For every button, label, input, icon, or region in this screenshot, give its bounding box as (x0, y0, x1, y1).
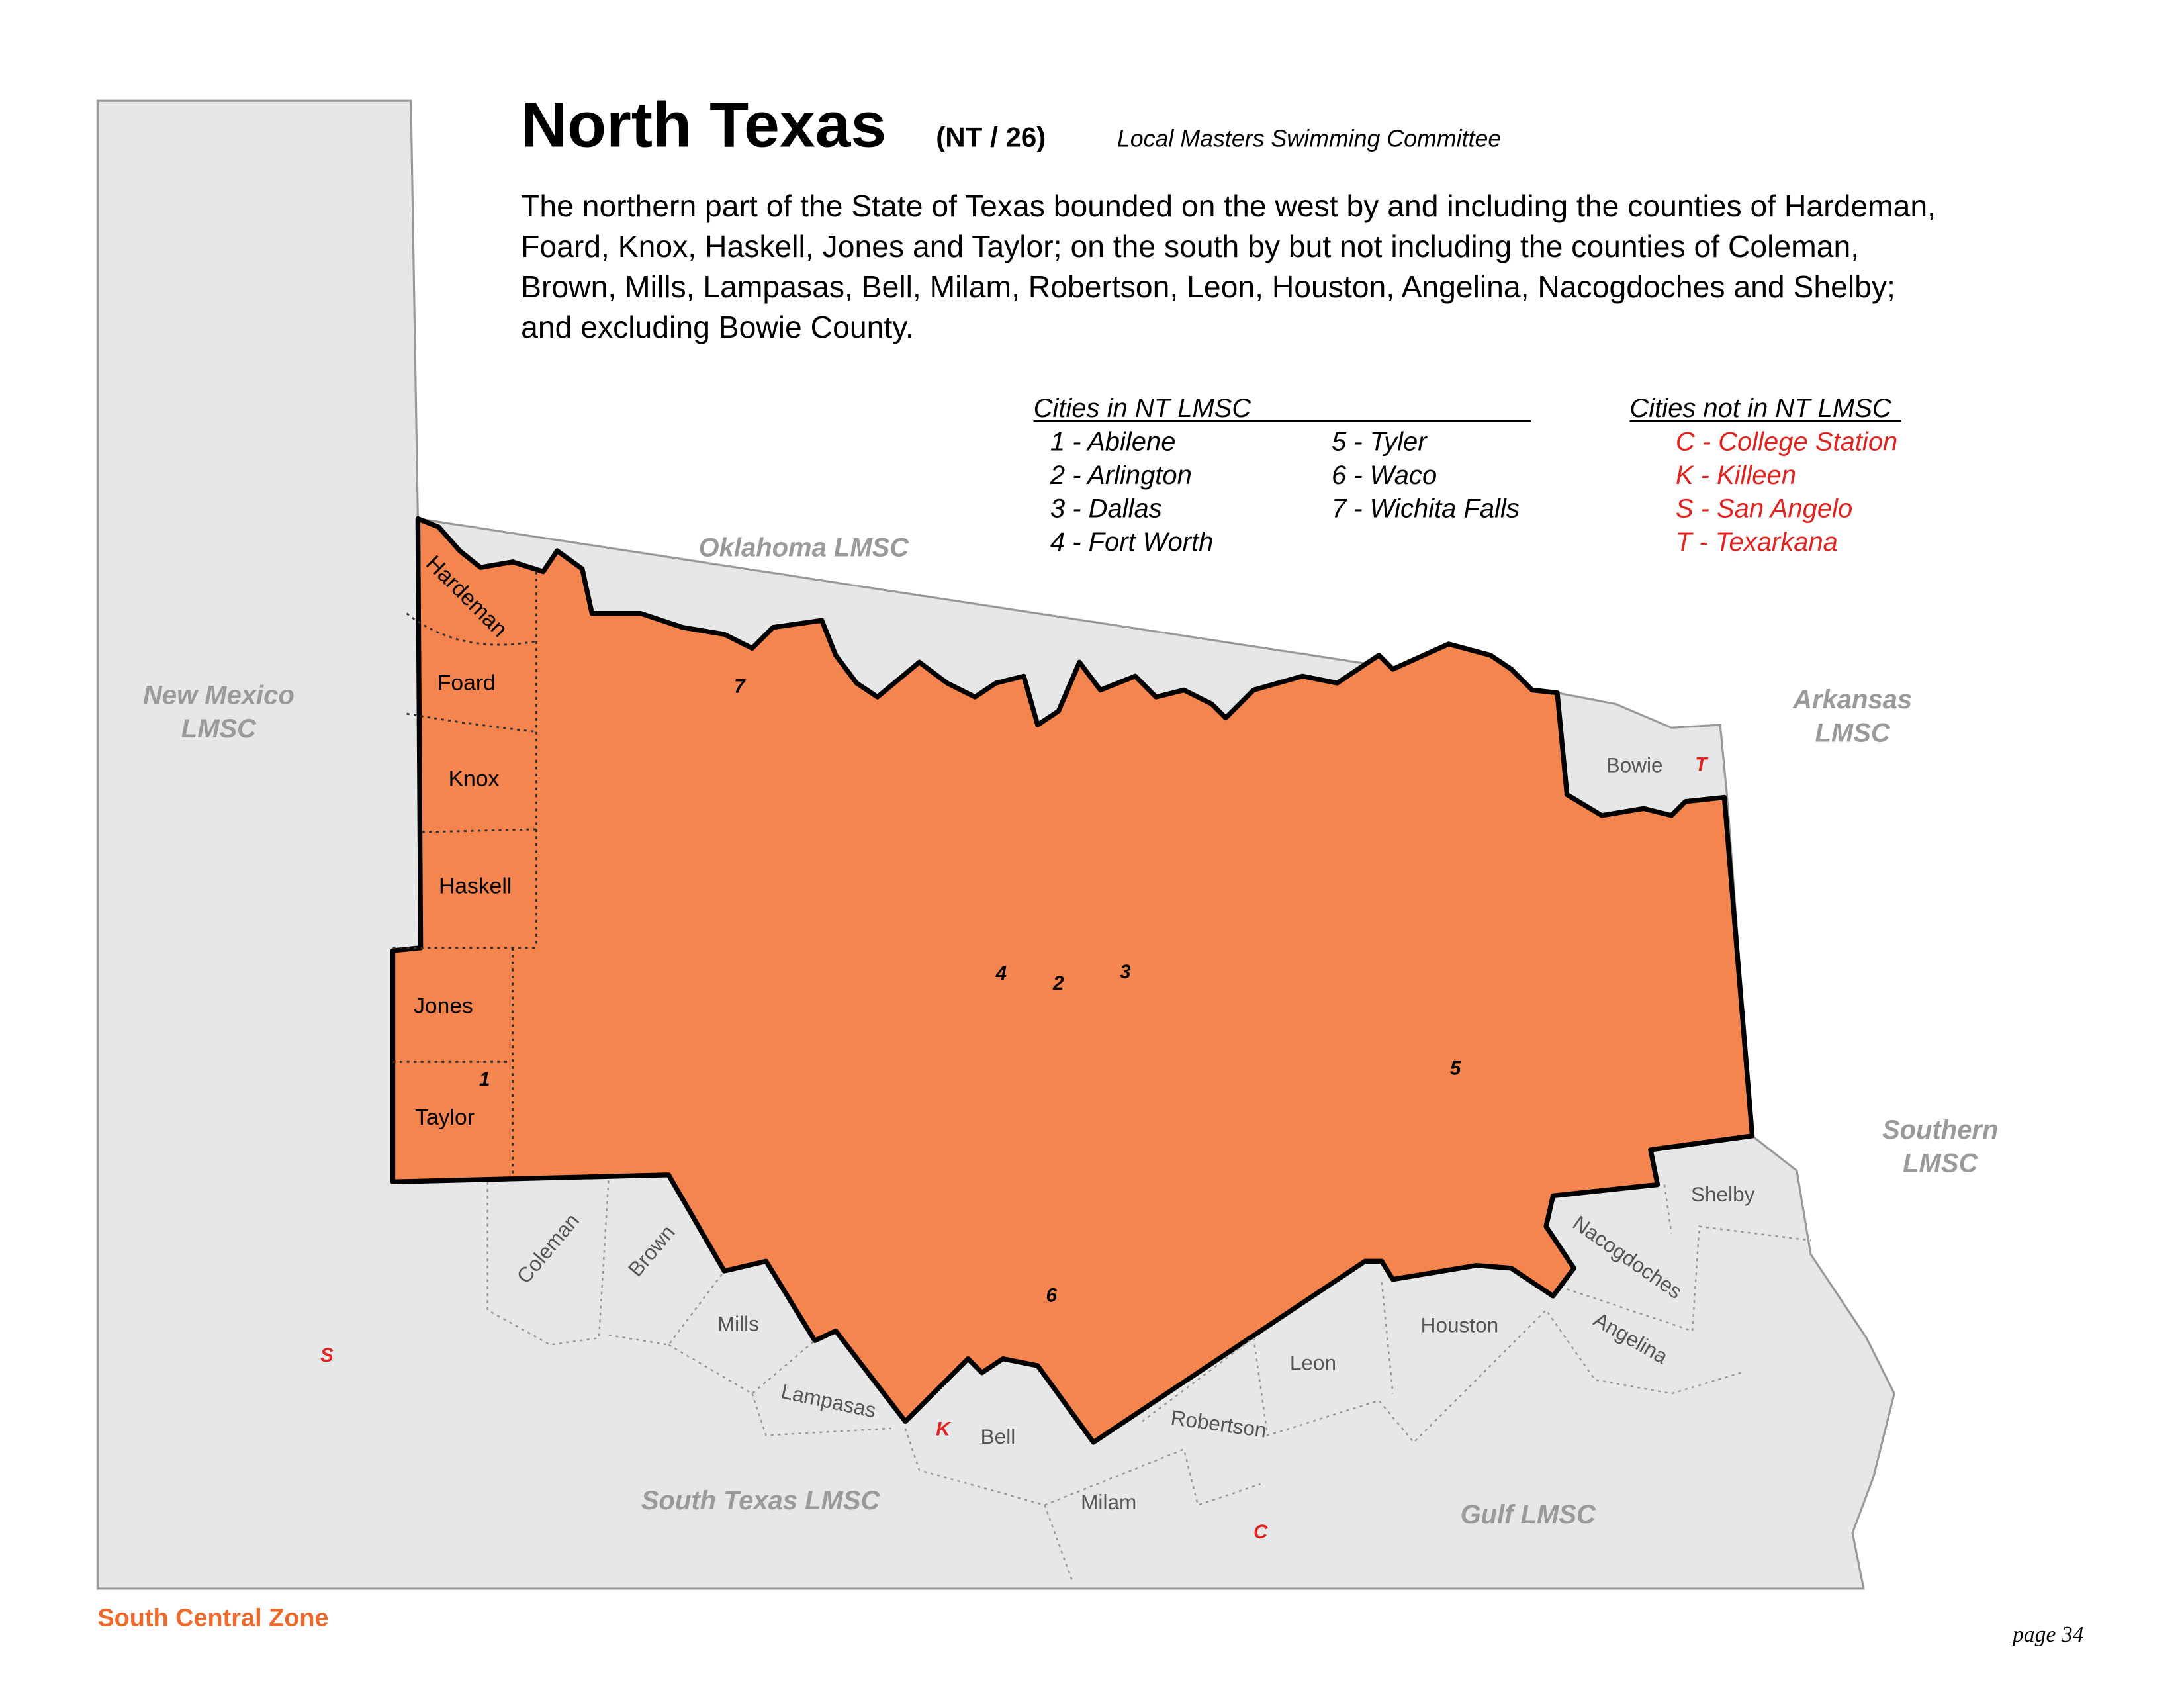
legend-city: 3 - Dallas (1050, 494, 1162, 523)
city-marker: 2 (1052, 972, 1064, 994)
legend-city: 5 - Tyler (1332, 427, 1428, 456)
county-label: Milam (1081, 1490, 1136, 1514)
page-number: page 34 (2011, 1622, 2084, 1647)
region-label: LMSC (1903, 1149, 1978, 1178)
region-label: Arkansas (1792, 685, 1912, 714)
county-label: Shelby (1691, 1182, 1755, 1206)
city-marker: K (936, 1418, 952, 1440)
description-line: Foard, Knox, Haskell, Jones and Taylor; … (521, 229, 1859, 263)
county-label: Foard (437, 671, 496, 695)
city-marker: 3 (1120, 961, 1131, 983)
region-label: Gulf LMSC (1461, 1500, 1596, 1529)
description-line: The northern part of the State of Texas … (521, 189, 1936, 223)
city-marker: 6 (1046, 1284, 1058, 1306)
region-label: Southern (1882, 1115, 1998, 1145)
zone-label: South Central Zone (97, 1605, 328, 1632)
legend-title: Cities in NT LMSC (1034, 394, 1252, 423)
legend-city: 4 - Fort Worth (1050, 528, 1214, 557)
title: North Texas (521, 89, 886, 161)
legend-city: 6 - Waco (1332, 461, 1437, 490)
legend-city: 1 - Abilene (1050, 427, 1176, 456)
county-label: Jones (414, 994, 473, 1019)
legend-city: C - College Station (1676, 427, 1897, 456)
region-label: Oklahoma LMSC (699, 533, 910, 562)
legend-city: T - Texarkana (1676, 528, 1838, 557)
county-label: Taylor (415, 1105, 475, 1130)
city-marker: 5 (1450, 1057, 1461, 1079)
legend-title: Cities not in NT LMSC (1629, 394, 1891, 423)
city-marker: C (1253, 1521, 1268, 1543)
committee: Local Masters Swimming Committee (1117, 126, 1501, 152)
code: (NT / 26) (936, 122, 1046, 153)
description-line: and excluding Bowie County. (521, 310, 914, 344)
city-marker: 7 (734, 676, 746, 698)
city-marker: T (1695, 754, 1709, 776)
city-marker: S (320, 1344, 334, 1366)
county-label: Knox (449, 767, 500, 792)
north-texas-region (390, 516, 1755, 1445)
description-line: Brown, Mills, Lampasas, Bell, Milam, Rob… (521, 269, 1895, 304)
region-label: LMSC (181, 714, 257, 743)
county-label: Leon (1290, 1350, 1336, 1374)
county-label: Mills (717, 1312, 759, 1336)
county-label: Bell (981, 1425, 1016, 1448)
legend-city: S - San Angelo (1676, 494, 1852, 523)
region-label: LMSC (1815, 718, 1890, 747)
county-lines (392, 571, 1811, 1582)
legend-city: K - Killeen (1676, 461, 1796, 490)
region-label: New Mexico (143, 680, 295, 710)
legend-city: 2 - Arlington (1050, 461, 1192, 490)
county-label: Haskell (439, 874, 512, 899)
city-marker: 4 (995, 962, 1007, 984)
county-label: Houston (1421, 1313, 1498, 1337)
city-marker: 1 (479, 1068, 490, 1090)
region-label: South Texas LMSC (641, 1486, 881, 1515)
legend-city: 7 - Wichita Falls (1332, 494, 1520, 523)
county-label: Bowie (1606, 753, 1663, 777)
